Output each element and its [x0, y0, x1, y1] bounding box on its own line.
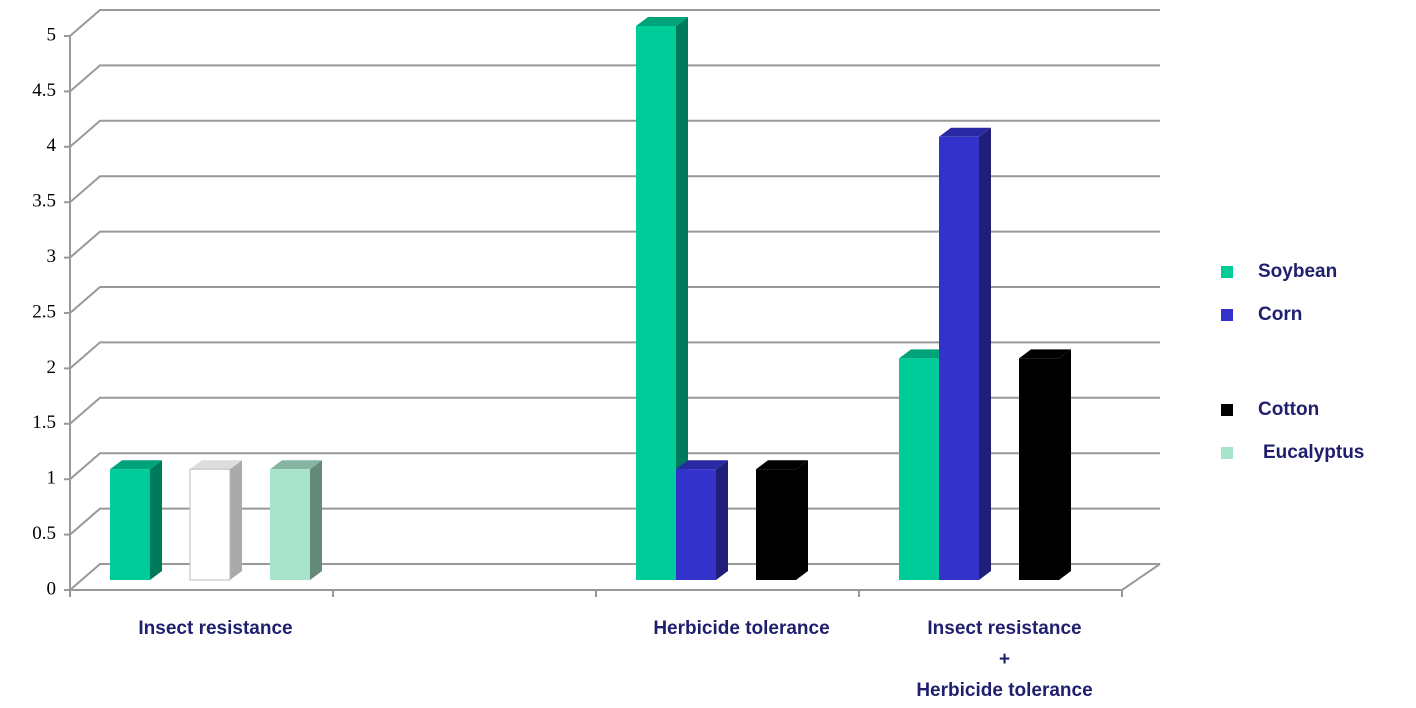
legend-swatch	[1221, 309, 1233, 321]
bar-side	[716, 460, 728, 580]
bar-top	[190, 460, 242, 470]
y-tick-label: 5	[47, 24, 57, 45]
y-tick-label: 3.5	[32, 191, 56, 212]
y-tick-label: 0.5	[32, 523, 56, 544]
x-tick-label: Insect resistance	[138, 618, 292, 639]
legend-swatch	[1221, 404, 1233, 416]
grid-line	[69, 341, 1160, 370]
bar-front	[756, 469, 796, 580]
legend-label: Cotton	[1258, 399, 1319, 420]
floor-edge	[1121, 563, 1161, 591]
bar-side	[676, 17, 688, 580]
bar-top	[756, 460, 808, 470]
grid-line	[69, 396, 1160, 425]
bar-side	[230, 460, 242, 580]
bar-front	[676, 469, 716, 580]
x-tick-label: Insect resistance + Herbicide tolerance	[916, 618, 1092, 701]
x-tick-label: Herbicide tolerance	[653, 618, 829, 639]
bar-side	[1059, 349, 1071, 580]
bar	[939, 127, 991, 581]
bar-top	[899, 349, 951, 359]
legend-label: Eucalyptus	[1263, 442, 1364, 463]
bar	[756, 460, 808, 580]
grid-line	[69, 286, 1160, 314]
bar-side	[310, 460, 322, 580]
bar	[110, 460, 162, 580]
y-tick-label: 4.5	[32, 80, 56, 101]
bar	[1019, 349, 1071, 580]
y-tick-label: 4	[47, 135, 57, 156]
legend-label: Soybean	[1258, 261, 1337, 282]
bar-top	[676, 460, 728, 470]
legend-label: Corn	[1258, 304, 1302, 325]
y-tick-label: 2	[47, 357, 57, 378]
legend-swatch	[1221, 266, 1233, 278]
grid-line	[69, 230, 1160, 259]
bar-front	[110, 469, 150, 580]
bar-top	[939, 127, 991, 137]
bar-front	[636, 26, 676, 580]
grid-line	[69, 175, 1160, 203]
bar	[676, 460, 728, 580]
bar-side	[979, 127, 991, 581]
bar	[270, 460, 322, 580]
y-tick-label: 2.5	[32, 301, 56, 322]
bar-side	[150, 460, 162, 580]
bar-front	[270, 469, 310, 580]
grid-line	[69, 452, 1160, 480]
bar-top	[110, 460, 162, 470]
bar-top	[270, 460, 322, 470]
bar	[636, 17, 688, 580]
y-tick-label: 1.5	[32, 412, 56, 433]
bar-front	[189, 468, 231, 581]
bar-side	[796, 460, 808, 580]
grid-line	[69, 9, 1160, 37]
bar-front	[1019, 358, 1059, 580]
bar-top	[1019, 349, 1071, 359]
legend-swatch	[1221, 447, 1233, 459]
grid-line	[69, 64, 1160, 93]
bar-top	[636, 17, 688, 26]
grid-line	[69, 119, 1160, 148]
bar	[189, 460, 242, 581]
bar-front	[939, 136, 979, 581]
y-tick-label: 3	[47, 246, 57, 267]
y-tick-label: 1	[47, 468, 57, 489]
bar-front	[899, 358, 939, 580]
y-tick-label: 0	[47, 578, 57, 599]
